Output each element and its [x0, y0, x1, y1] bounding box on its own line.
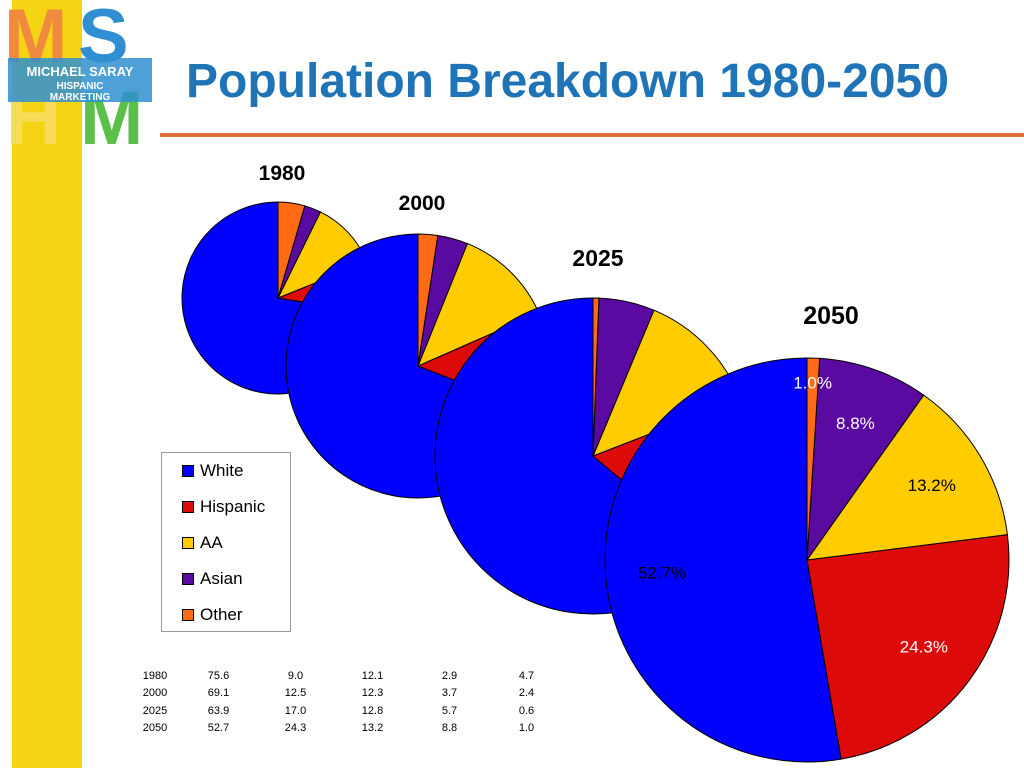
table-row: 2025 63.9 17.0 12.8 5.7 0.6 — [130, 702, 565, 720]
table-cell: 3.7 — [441, 687, 458, 700]
table-cell: 1980 — [142, 669, 168, 682]
table-cell: 1.0 — [518, 722, 535, 735]
side-accent-bar — [12, 0, 82, 768]
legend-label: Other — [200, 605, 243, 624]
table-cell: 2000 — [142, 687, 168, 700]
logo-line1: MICHAEL SARAY — [27, 64, 134, 79]
pie-slice-2050-asian — [806, 357, 925, 562]
table-cell: 12.5 — [284, 687, 307, 700]
data-label-other: 1.0% — [793, 373, 832, 392]
legend-swatch — [182, 573, 194, 585]
pie-title-2025: 2025 — [572, 245, 623, 271]
title-underline — [160, 133, 1024, 137]
table-cell: 12.3 — [361, 687, 384, 700]
pie-title-1980: 1980 — [259, 162, 306, 185]
pie-slice-1980-other — [277, 201, 306, 299]
data-label-asian: 8.8% — [836, 414, 875, 433]
pie-slice-2050-white — [604, 357, 842, 763]
table-cell: 24.3 — [284, 722, 307, 735]
legend-item-aa: AA — [182, 533, 223, 553]
legend-label: Asian — [200, 569, 243, 588]
legend-label: AA — [200, 533, 223, 552]
table-cell: 0.6 — [518, 704, 535, 717]
data-label-aa: 13.2% — [908, 476, 956, 495]
pie-slice-2000-other — [417, 233, 439, 367]
legend-item-other: Other — [182, 605, 243, 625]
table-cell: 17.0 — [284, 704, 307, 717]
legend-item-white: White — [182, 461, 243, 481]
logo-band — [8, 58, 152, 102]
company-logo: M S H M MICHAEL SARAY HISPANIC MARKETING — [4, 0, 152, 150]
table-cell: 13.2 — [361, 722, 384, 735]
pie-title-2050: 2050 — [803, 302, 859, 330]
data-label-white: 52.7% — [638, 563, 686, 582]
table-row: 1980 75.6 9.0 12.1 2.9 4.7 — [130, 667, 565, 685]
table-cell: 9.0 — [287, 669, 304, 682]
data-label-hispanic: 24.3% — [900, 638, 948, 657]
table-cell: 63.9 — [207, 704, 230, 717]
table-cell: 2025 — [142, 704, 168, 717]
table-cell: 52.7 — [207, 722, 230, 735]
table-cell: 2050 — [142, 722, 168, 735]
table-cell: 69.1 — [207, 687, 230, 700]
pie-title-2000: 2000 — [399, 192, 446, 215]
pie-slice-2025-other — [592, 297, 600, 457]
table-cell: 5.7 — [441, 704, 458, 717]
table-row: 2050 52.7 24.3 13.2 8.8 1.0 — [130, 720, 565, 738]
legend-item-asian: Asian — [182, 569, 243, 589]
table-row: 2000 69.1 12.5 12.3 3.7 2.4 — [130, 685, 565, 703]
table-cell: 2.9 — [441, 669, 458, 682]
legend-item-hispanic: Hispanic — [182, 497, 265, 517]
page-title: Population Breakdown 1980-2050 — [186, 55, 949, 108]
legend-label: Hispanic — [200, 497, 266, 516]
data-table: 1980 75.6 9.0 12.1 2.9 4.7 2000 69.1 12.5 12.3 3.7… — [130, 667, 565, 737]
table-cell: 75.6 — [207, 669, 230, 682]
legend-swatch — [182, 609, 194, 621]
table-cell: 12.1 — [361, 669, 384, 682]
legend-swatch — [182, 537, 194, 549]
pie-slice-2050-other — [806, 357, 821, 561]
legend-label: White — [200, 461, 244, 480]
logo-line3: MARKETING — [50, 92, 111, 103]
legend-swatch — [182, 465, 194, 477]
table-cell: 12.8 — [361, 704, 384, 717]
pie-slice-2050-aa — [805, 394, 1008, 561]
chart-legend: White Hispanic AA Asian Other — [161, 452, 291, 632]
pie-slice-2050-hispanic — [806, 534, 1010, 760]
table-cell: 2.4 — [518, 687, 535, 700]
legend-swatch — [182, 501, 194, 513]
logo-line2: HISPANIC — [56, 81, 103, 92]
table-cell: 4.7 — [518, 669, 535, 682]
table-cell: 8.8 — [441, 722, 458, 735]
